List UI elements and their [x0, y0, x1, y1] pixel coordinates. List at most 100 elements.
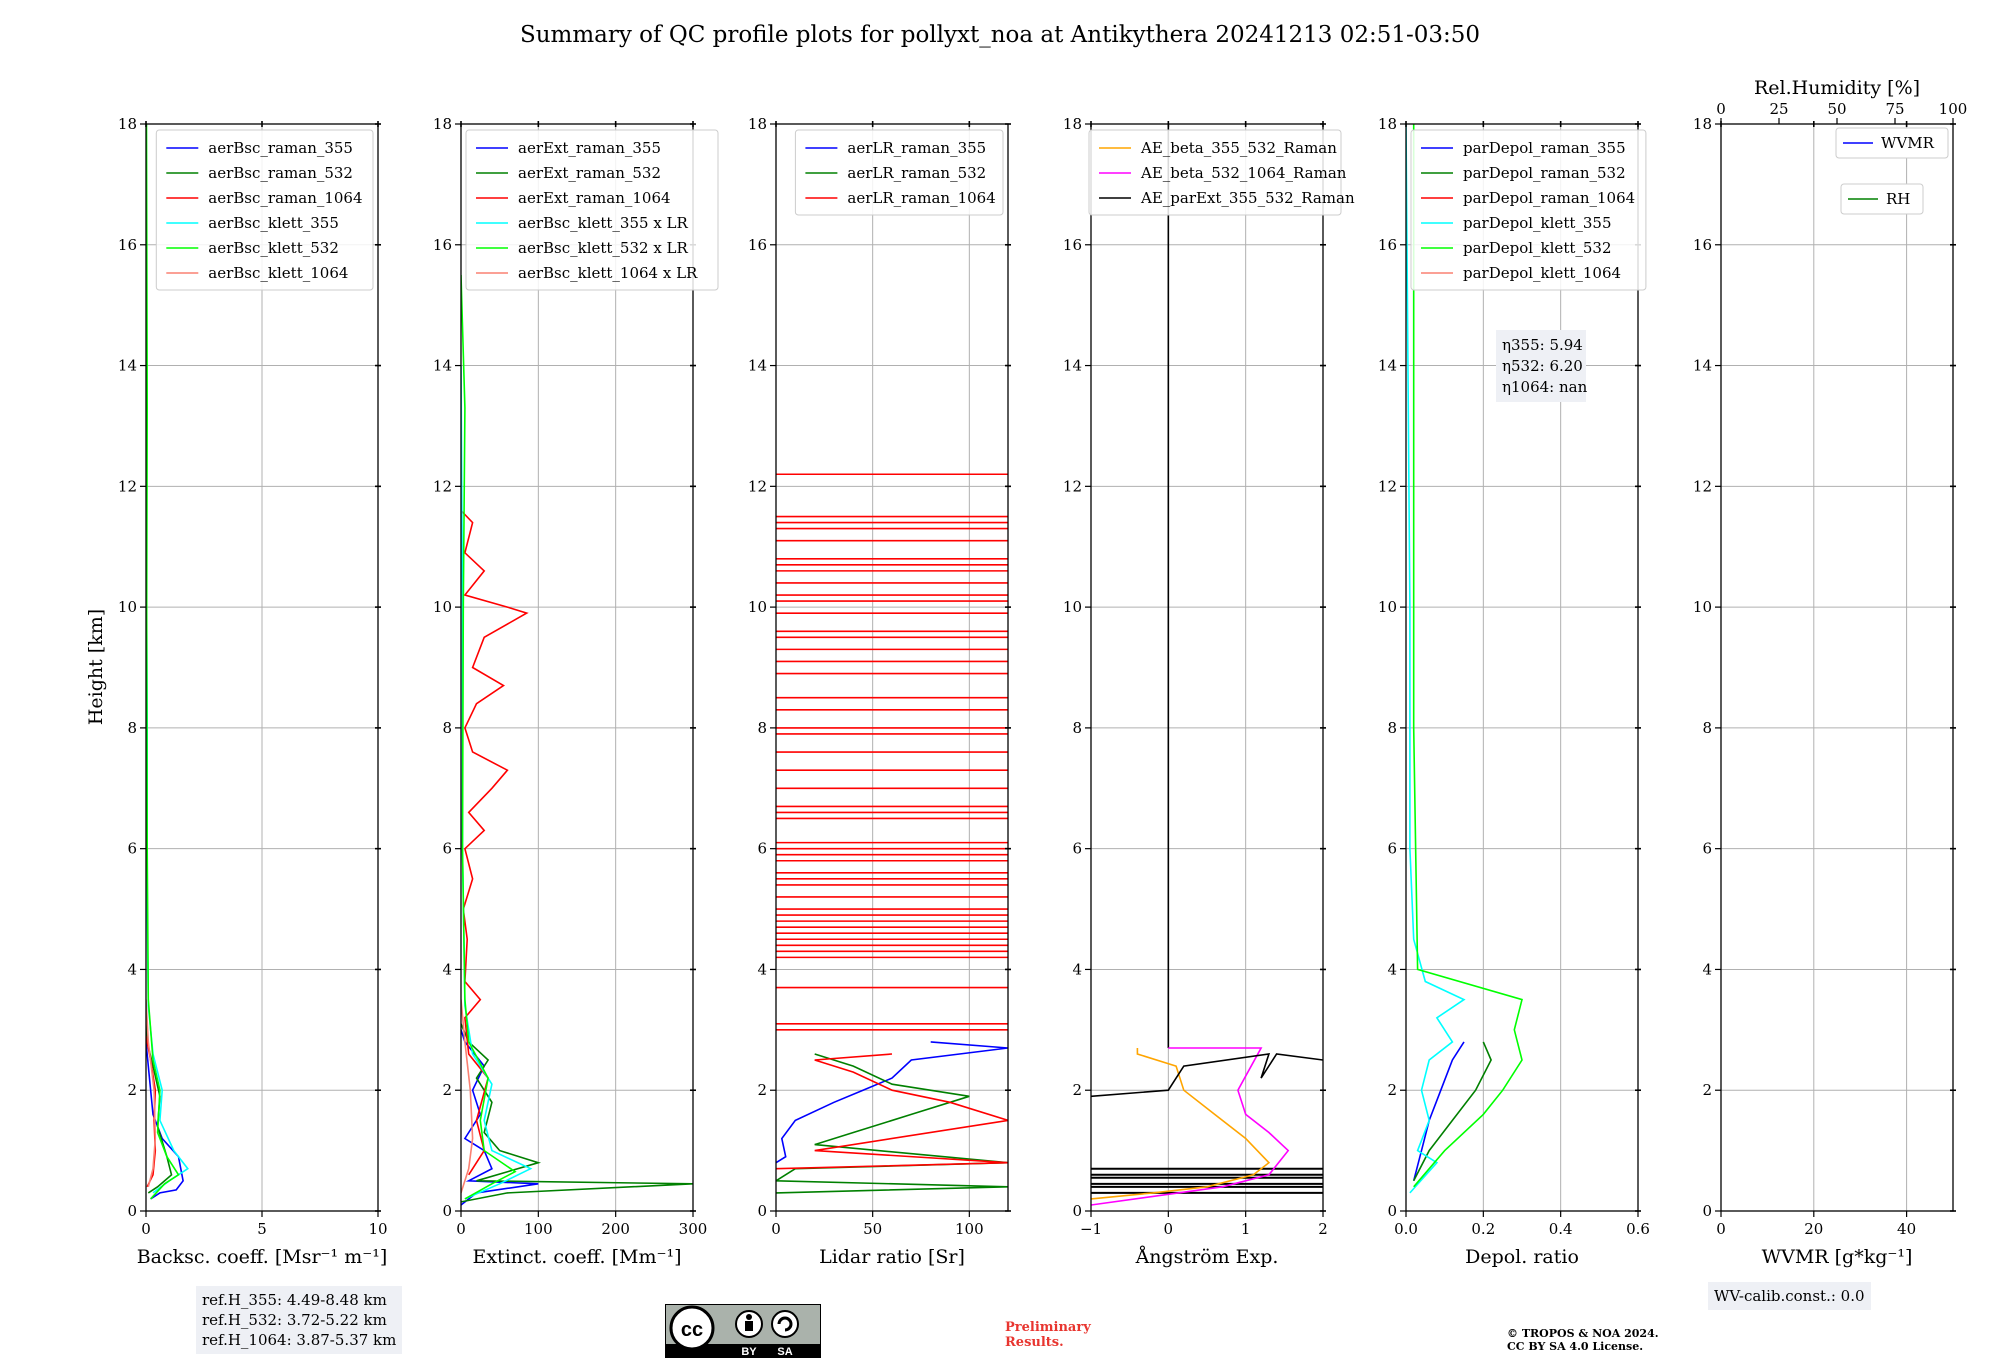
legend-label-AE_parExt_355_532_Raman: AE_parExt_355_532_Raman [1140, 189, 1355, 207]
ytick-label: 18 [433, 115, 452, 133]
ytick-label: 2 [757, 1081, 767, 1099]
axes-frame [775, 123, 1009, 1212]
series-line-parDepol_klett_355 [1406, 124, 1466, 1194]
legend-depol: parDepol_raman_355 parDepol_raman_532 parD… [1410, 129, 1647, 291]
ytick-label: 16 [1378, 236, 1397, 254]
xtick-label: 2 [1318, 1220, 1328, 1238]
legend-rh: RH [1840, 183, 1924, 215]
top-xtick-label: 75 [1885, 100, 1904, 118]
series-line-AE_beta_532_1064_Raman [1091, 1047, 1290, 1206]
series-line-aerExt_raman_355 [461, 1029, 539, 1206]
series-line-aerBsc_klett_1064 [146, 999, 157, 1188]
series-line-aerLR_raman_1064 [776, 1053, 1008, 1170]
cc-letters: cc [681, 1319, 703, 1341]
xtick-label: 0.2 [1471, 1220, 1495, 1238]
xlabel-lr: Lidar ratio [Sr] [819, 1246, 965, 1268]
plot-area-ae [1091, 124, 1323, 1206]
axes-frame [460, 123, 694, 1212]
ytick-label: 4 [1072, 960, 1082, 978]
panel-bsc: 0 2 4 6 8 10 12 14 16 18 0 5 10 Backsc. coeff. [Msr⁻¹… [118, 115, 388, 1268]
legend-label-aerBsc_klett_532: aerBsc_klett_532 [208, 239, 339, 257]
series-line-AE_beta_355_532_Raman [1091, 1048, 1271, 1200]
ytick-label: 14 [748, 357, 767, 375]
xtick-label: 0 [1164, 1220, 1174, 1238]
legend-label-aerBsc_raman_1064: aerBsc_raman_1064 [208, 189, 362, 207]
ytick-label: 18 [118, 115, 137, 133]
xtick-label: 20 [1804, 1220, 1823, 1238]
xtick-label: 300 [679, 1220, 708, 1238]
legend-label-aerExt_raman_1064: aerExt_raman_1064 [518, 189, 671, 207]
ytick-label: 12 [118, 477, 137, 495]
ytick-label: 8 [1072, 719, 1082, 737]
eta-box-bg [1496, 330, 1586, 402]
preliminary-line-1: Preliminary [1005, 1320, 1091, 1335]
xtick-label: 5 [257, 1220, 267, 1238]
ytick-label: 0 [127, 1202, 137, 1220]
ytick-label: 0 [1702, 1202, 1712, 1220]
xlabel-ext: Extinct. coeff. [Mm⁻¹] [472, 1246, 681, 1268]
series-line-aerBsc_klett_532 x LR [461, 274, 517, 1200]
legend-label-parDepol_raman_1064: parDepol_raman_1064 [1463, 189, 1635, 207]
ytick-label: 0 [1387, 1202, 1397, 1220]
series-line-AE_parExt_355_532_Raman [1091, 1053, 1323, 1098]
plot-area-depol [1406, 124, 1523, 1194]
panel-lr: 0 2 4 6 8 10 12 14 16 18 0 50 100 Lidar ratio [Sr] aer… [748, 115, 1011, 1268]
top-xtick-label: 0 [1716, 100, 1726, 118]
plot-area-bsc [146, 124, 189, 1200]
xtick-label: 0 [141, 1220, 151, 1238]
ytick-label: 2 [1387, 1081, 1397, 1099]
panel-ext: 0 2 4 6 8 10 12 14 16 18 0 100 200 300 Extinct. coeff.… [433, 115, 719, 1268]
legend-label-aerExt_raman_532: aerExt_raman_532 [518, 164, 661, 182]
xtick-label: 100 [955, 1220, 984, 1238]
wv-calib-text: WV-calib.const.: 0.0 [1714, 1287, 1865, 1305]
legend-label: WVMR [1881, 134, 1935, 152]
legend-label-aerBsc_raman_532: aerBsc_raman_532 [208, 164, 353, 182]
ytick-label: 16 [433, 236, 452, 254]
ytick-label: 2 [1702, 1081, 1712, 1099]
ytick-label: 0 [1072, 1202, 1082, 1220]
top-xlabel: Rel.Humidity [%] [1754, 77, 1920, 99]
ytick-label: 14 [1063, 357, 1082, 375]
by-label: BY [741, 1346, 757, 1358]
xtick-label: 50 [863, 1220, 882, 1238]
ytick-label: 10 [1693, 598, 1712, 616]
legend-label-aerExt_raman_355: aerExt_raman_355 [518, 139, 661, 157]
series-line-aerExt_raman_1064 [461, 509, 529, 1176]
xlabel-bsc: Backsc. coeff. [Msr⁻¹ m⁻¹] [137, 1246, 388, 1268]
panel-depol: 0 2 4 6 8 10 12 14 16 18 0.0 0.2 0.4 0.6 Depol. ratio p… [1378, 115, 1650, 1268]
legend-frame [1088, 129, 1342, 216]
copyright-line-2: CC BY SA 4.0 License. [1507, 1340, 1644, 1353]
xtick-label: 0.4 [1549, 1220, 1573, 1238]
legend-label: RH [1886, 190, 1910, 208]
ref-height-355: ref.H_355: 4.49-8.48 km [202, 1291, 387, 1309]
ytick-label: 14 [1693, 357, 1712, 375]
ytick-label: 6 [1072, 840, 1082, 858]
figure-title: Summary of QC profile plots for pollyxt_… [519, 22, 1481, 48]
top-xtick-label: 25 [1769, 100, 1788, 118]
legend-label-aerLR_raman_1064: aerLR_raman_1064 [847, 189, 995, 207]
xtick-label: 0 [456, 1220, 466, 1238]
legend-label-aerLR_raman_532: aerLR_raman_532 [847, 164, 986, 182]
xtick-label: 100 [524, 1220, 553, 1238]
axes-frame [1090, 123, 1324, 1212]
ytick-label: 14 [1378, 357, 1397, 375]
plot-area-ext [461, 274, 693, 1206]
ytick-label: 4 [757, 960, 767, 978]
ytick-label: 8 [1702, 719, 1712, 737]
legend-label-parDepol_raman_532: parDepol_raman_532 [1463, 164, 1626, 182]
ytick-label: 16 [118, 236, 137, 254]
axes-frame [1405, 123, 1639, 1212]
series-line-aerLR_raman_532 [776, 1053, 1008, 1194]
series-line-parDepol_raman_532 [1412, 1041, 1492, 1182]
xtick-label: 0 [771, 1220, 781, 1238]
legend-frame [465, 129, 719, 291]
sa-share-icon [771, 1310, 799, 1338]
legend-frame [1840, 183, 1924, 215]
xtick-label: 0.6 [1626, 1220, 1650, 1238]
legend-lr: aerLR_raman_355 aerLR_raman_532 aerLR_rama… [794, 129, 1004, 216]
xtick-label: 0 [1716, 1220, 1726, 1238]
legend-label-AE_beta_355_532_Raman: AE_beta_355_532_Raman [1140, 139, 1337, 157]
ytick-label: 4 [127, 960, 137, 978]
plot-area-lr [776, 473, 1008, 1194]
